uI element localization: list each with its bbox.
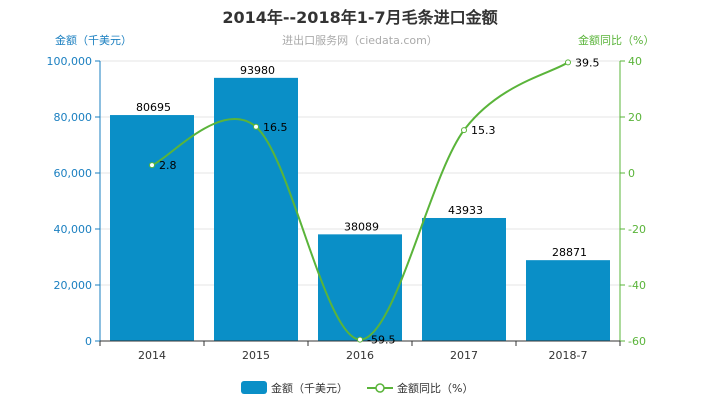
x-axis-tick-label: 2014 [138, 349, 166, 362]
line-value-label: 16.5 [263, 121, 288, 134]
legend-line-label[interactable]: 金额同比（%） [397, 381, 473, 395]
line-series: 2.8 16.5 -59.5 15.3 39.5 [149, 56, 600, 347]
right-axis-tick-label: 0 [628, 167, 635, 180]
left-axis-tick-label: 100,000 [47, 55, 93, 68]
line-value-label: 39.5 [575, 56, 600, 69]
bar-value-label: 28871 [552, 246, 587, 259]
right-axis-tick-label: -20 [628, 223, 646, 236]
left-axis-tick-label: 0 [85, 335, 92, 348]
line-point[interactable] [461, 127, 467, 134]
bar-series: 80695 93980 38089 43933 28871 [110, 64, 610, 341]
line-point[interactable] [253, 123, 259, 130]
line-value-label: 15.3 [471, 124, 496, 137]
chart-subtitle: 进出口服务网（ciedata.com） [282, 33, 438, 47]
line-value-label: 2.8 [159, 159, 177, 172]
x-axis-tick-label: 2016 [346, 349, 374, 362]
bar-value-label: 93980 [240, 64, 275, 77]
line-point[interactable] [357, 336, 363, 343]
axes: 0 20,000 40,000 60,000 80,000 100,000 -60 -40 -2… [47, 55, 646, 362]
bar[interactable] [422, 217, 506, 341]
line-point[interactable] [149, 162, 155, 169]
left-axis-tick-label: 80,000 [54, 111, 93, 124]
line-value-label: -59.5 [367, 334, 395, 347]
line-point[interactable] [565, 59, 571, 66]
bar[interactable] [318, 234, 402, 341]
left-axis-tick-label: 60,000 [54, 167, 93, 180]
chart-title: 2014年--2018年1-7月毛条进口金额 [222, 8, 497, 27]
legend: 金额（千美元） 金额同比（%） [241, 381, 473, 395]
legend-line-marker[interactable] [375, 383, 385, 393]
legend-bar-label[interactable]: 金额（千美元） [271, 381, 348, 395]
right-axis-label: 金额同比（%） [578, 33, 654, 47]
bar-value-label: 38089 [344, 220, 379, 233]
right-axis-tick-label: -60 [628, 335, 646, 348]
right-axis-tick-label: 20 [628, 111, 642, 124]
right-axis-tick-label: 40 [628, 55, 642, 68]
legend-bar-swatch[interactable] [241, 381, 267, 394]
bar[interactable] [110, 115, 194, 341]
bar[interactable] [526, 260, 610, 341]
left-axis-label: 金额（千美元） [55, 33, 132, 47]
x-axis-tick-label: 2017 [450, 349, 478, 362]
bar-value-label: 43933 [448, 204, 483, 217]
bar-value-label: 80695 [136, 101, 171, 114]
left-axis-tick-label: 20,000 [54, 279, 93, 292]
x-axis-tick-label: 2015 [242, 349, 270, 362]
right-axis-tick-label: -40 [628, 279, 646, 292]
left-axis-tick-label: 40,000 [54, 223, 93, 236]
bar[interactable] [214, 77, 298, 341]
x-axis-tick-label: 2018-7 [549, 349, 588, 362]
